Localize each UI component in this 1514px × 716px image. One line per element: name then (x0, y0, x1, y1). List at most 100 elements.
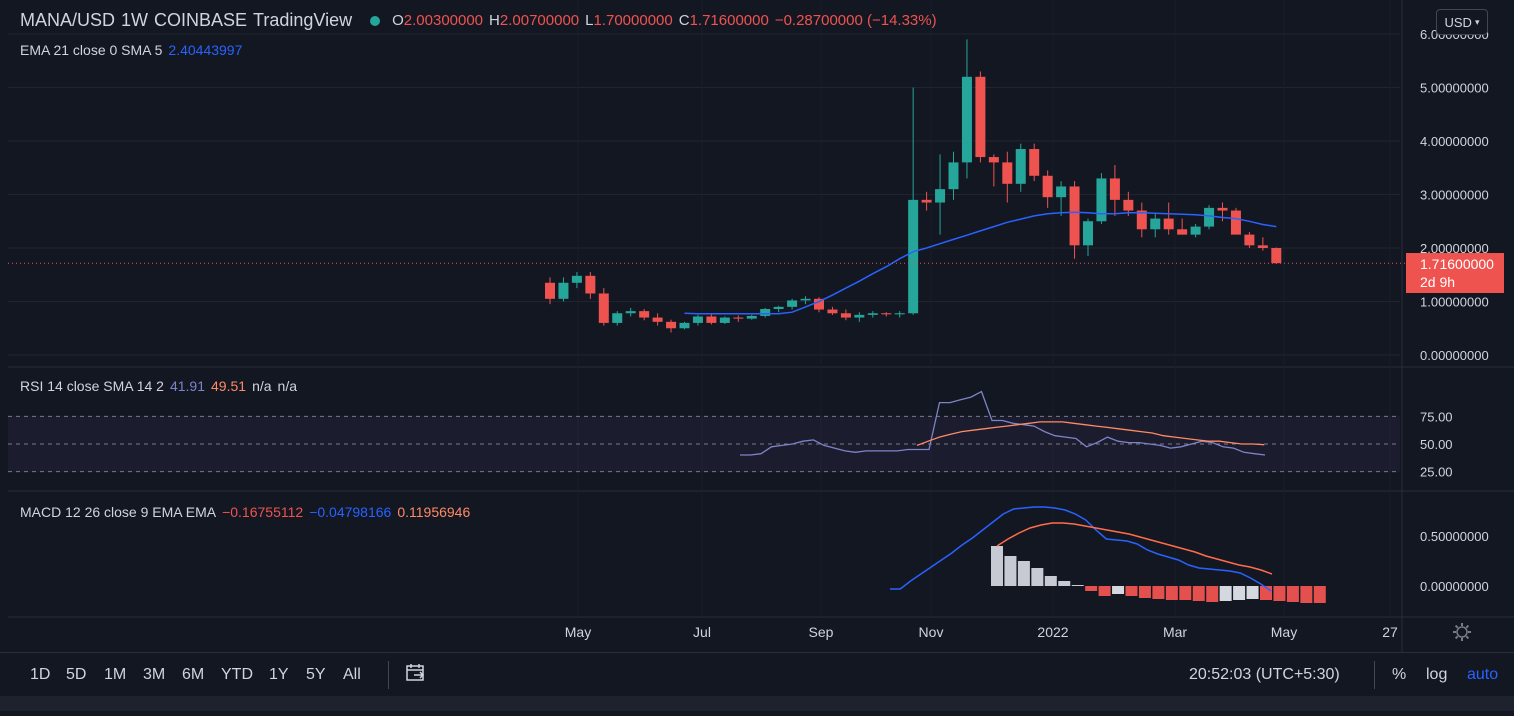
market-status-icon (370, 15, 381, 26)
candle-body (692, 316, 703, 323)
percent-toggle[interactable]: % (1392, 666, 1407, 683)
macd-histogram-bar (1125, 586, 1138, 596)
rsi-legend[interactable]: RSI 14 close SMA 14 2 41.91 49.51 n/a n/… (20, 378, 303, 394)
macd-name: MACD 12 26 close 9 EMA EMA (20, 504, 217, 520)
candle-body (585, 275, 596, 294)
range-1y-button[interactable]: 1Y (269, 666, 289, 683)
close-value: 1.71600000 (689, 12, 769, 29)
range-1m-button[interactable]: 1M (104, 666, 127, 683)
price-tick-label: 2.00000000 (1420, 241, 1489, 256)
candle-body (1056, 186, 1067, 198)
candle-body (1109, 178, 1120, 200)
macd-histogram-bar (1058, 581, 1071, 586)
candle-body (746, 315, 757, 319)
time-tick-label: Nov (919, 624, 944, 640)
price-tick-label: 0.00000000 (1420, 348, 1489, 363)
candle-body (1217, 207, 1228, 211)
bottom-strip (0, 696, 1514, 711)
candle-body (652, 317, 663, 322)
macd-histogram-bar (1179, 586, 1192, 600)
toolbar-divider (388, 661, 389, 689)
candle-body (800, 298, 811, 301)
currency-select[interactable]: USD ▾ (1436, 9, 1488, 35)
macd-histogram-bar (1138, 586, 1151, 598)
candle-body (1230, 210, 1241, 235)
log-toggle[interactable]: log (1426, 666, 1448, 683)
candle-body (961, 76, 972, 163)
open-value: 2.00300000 (403, 12, 484, 29)
candle-body (639, 311, 650, 318)
macd-tick-label: 0.00000000 (1420, 579, 1489, 594)
ema-legend[interactable]: EMA 21 close 0 SMA 5 2.40443997 (20, 42, 248, 58)
candle-body (1204, 207, 1215, 227)
ema-name: EMA 21 close 0 SMA 5 (20, 42, 163, 58)
rsi-value: 41.91 (169, 378, 206, 394)
change-value: −0.28700000 (−14.33%) (774, 12, 937, 29)
candle-body (867, 313, 878, 315)
range-3m-button[interactable]: 3M (143, 666, 166, 683)
rsi-tick-label: 75.00 (1420, 409, 1453, 424)
macd-line (890, 506, 1272, 592)
price-tick-label: 3.00000000 (1420, 188, 1489, 203)
high-value: 2.00700000 (499, 12, 580, 29)
macd-hist-value: −0.16755112 (222, 504, 304, 520)
candle-body (935, 189, 946, 203)
macd-histogram-bar (1112, 586, 1125, 594)
symbol-name[interactable]: MANA/USD (20, 10, 116, 30)
range-5d-button[interactable]: 5D (66, 666, 87, 683)
candle-body (921, 199, 932, 203)
macd-histogram-bar (1165, 586, 1178, 600)
ema-value: 2.40443997 (168, 42, 243, 58)
open-label: O (392, 12, 404, 29)
gear-icon[interactable] (1452, 622, 1472, 642)
candle-body (975, 76, 986, 158)
macd-signal-line (996, 522, 1273, 575)
rsi-sma-value: 49.51 (211, 378, 247, 394)
time-tick-label: Sep (809, 624, 834, 640)
candle-body (1136, 210, 1147, 230)
candle-body (1150, 218, 1161, 230)
range-6m-button[interactable]: 6M (182, 666, 205, 683)
candle-body (1002, 162, 1013, 184)
macd-value: −0.04798166 (309, 504, 392, 520)
range-ytd-button[interactable]: YTD (221, 666, 253, 683)
price-tick-label: 4.00000000 (1420, 134, 1489, 149)
candle-body (666, 321, 677, 329)
macd-histogram-bar (1098, 586, 1111, 596)
range-all-button[interactable]: All (343, 666, 361, 683)
time-tick-label: Mar (1163, 624, 1187, 640)
time-tick-label: May (1271, 624, 1297, 640)
rsi-sma-line (916, 421, 1265, 447)
symbol-legend: MANA/USD 1W COINBASE TradingView O 2.003… (20, 10, 943, 31)
candle-body (1029, 149, 1040, 176)
rsi-tick-label: 50.00 (1420, 437, 1453, 452)
candle-body (1163, 218, 1174, 230)
macd-histogram-bar (991, 546, 1003, 586)
candle-body (814, 298, 824, 310)
low-value: 1.70000000 (593, 12, 673, 29)
candle-body (558, 282, 569, 299)
auto-toggle[interactable]: auto (1467, 666, 1499, 683)
time-zone-button[interactable]: 20:52:03 (UTC+5:30) (1189, 666, 1340, 683)
close-label: C (678, 12, 690, 29)
date-range-icon[interactable] (404, 661, 428, 685)
macd-histogram-bar (1233, 586, 1246, 600)
range-5y-button[interactable]: 5Y (306, 666, 326, 683)
macd-legend[interactable]: MACD 12 26 close 9 EMA EMA −0.16755112 −… (20, 504, 476, 520)
last-price-tag: 1.71600000 2d 9h (1406, 253, 1504, 293)
macd-histogram-bar (1219, 586, 1232, 601)
candle-body (625, 311, 636, 314)
time-tick-label: Jul (693, 624, 711, 640)
candle-body (1096, 178, 1107, 222)
macd-histogram-bar (1300, 586, 1313, 603)
candle-body (679, 322, 690, 329)
range-1d-button[interactable]: 1D (30, 666, 51, 683)
interval[interactable]: 1W (121, 10, 149, 30)
candle-body (1083, 221, 1093, 246)
bottom-toolbar: 1D 5D 1M 3M 6M YTD 1Y 5Y All 20:52:03 (U… (0, 652, 1514, 697)
candle-body (571, 275, 582, 283)
rsi-na-2: n/a (277, 378, 297, 394)
macd-histogram-bar (1273, 586, 1286, 601)
